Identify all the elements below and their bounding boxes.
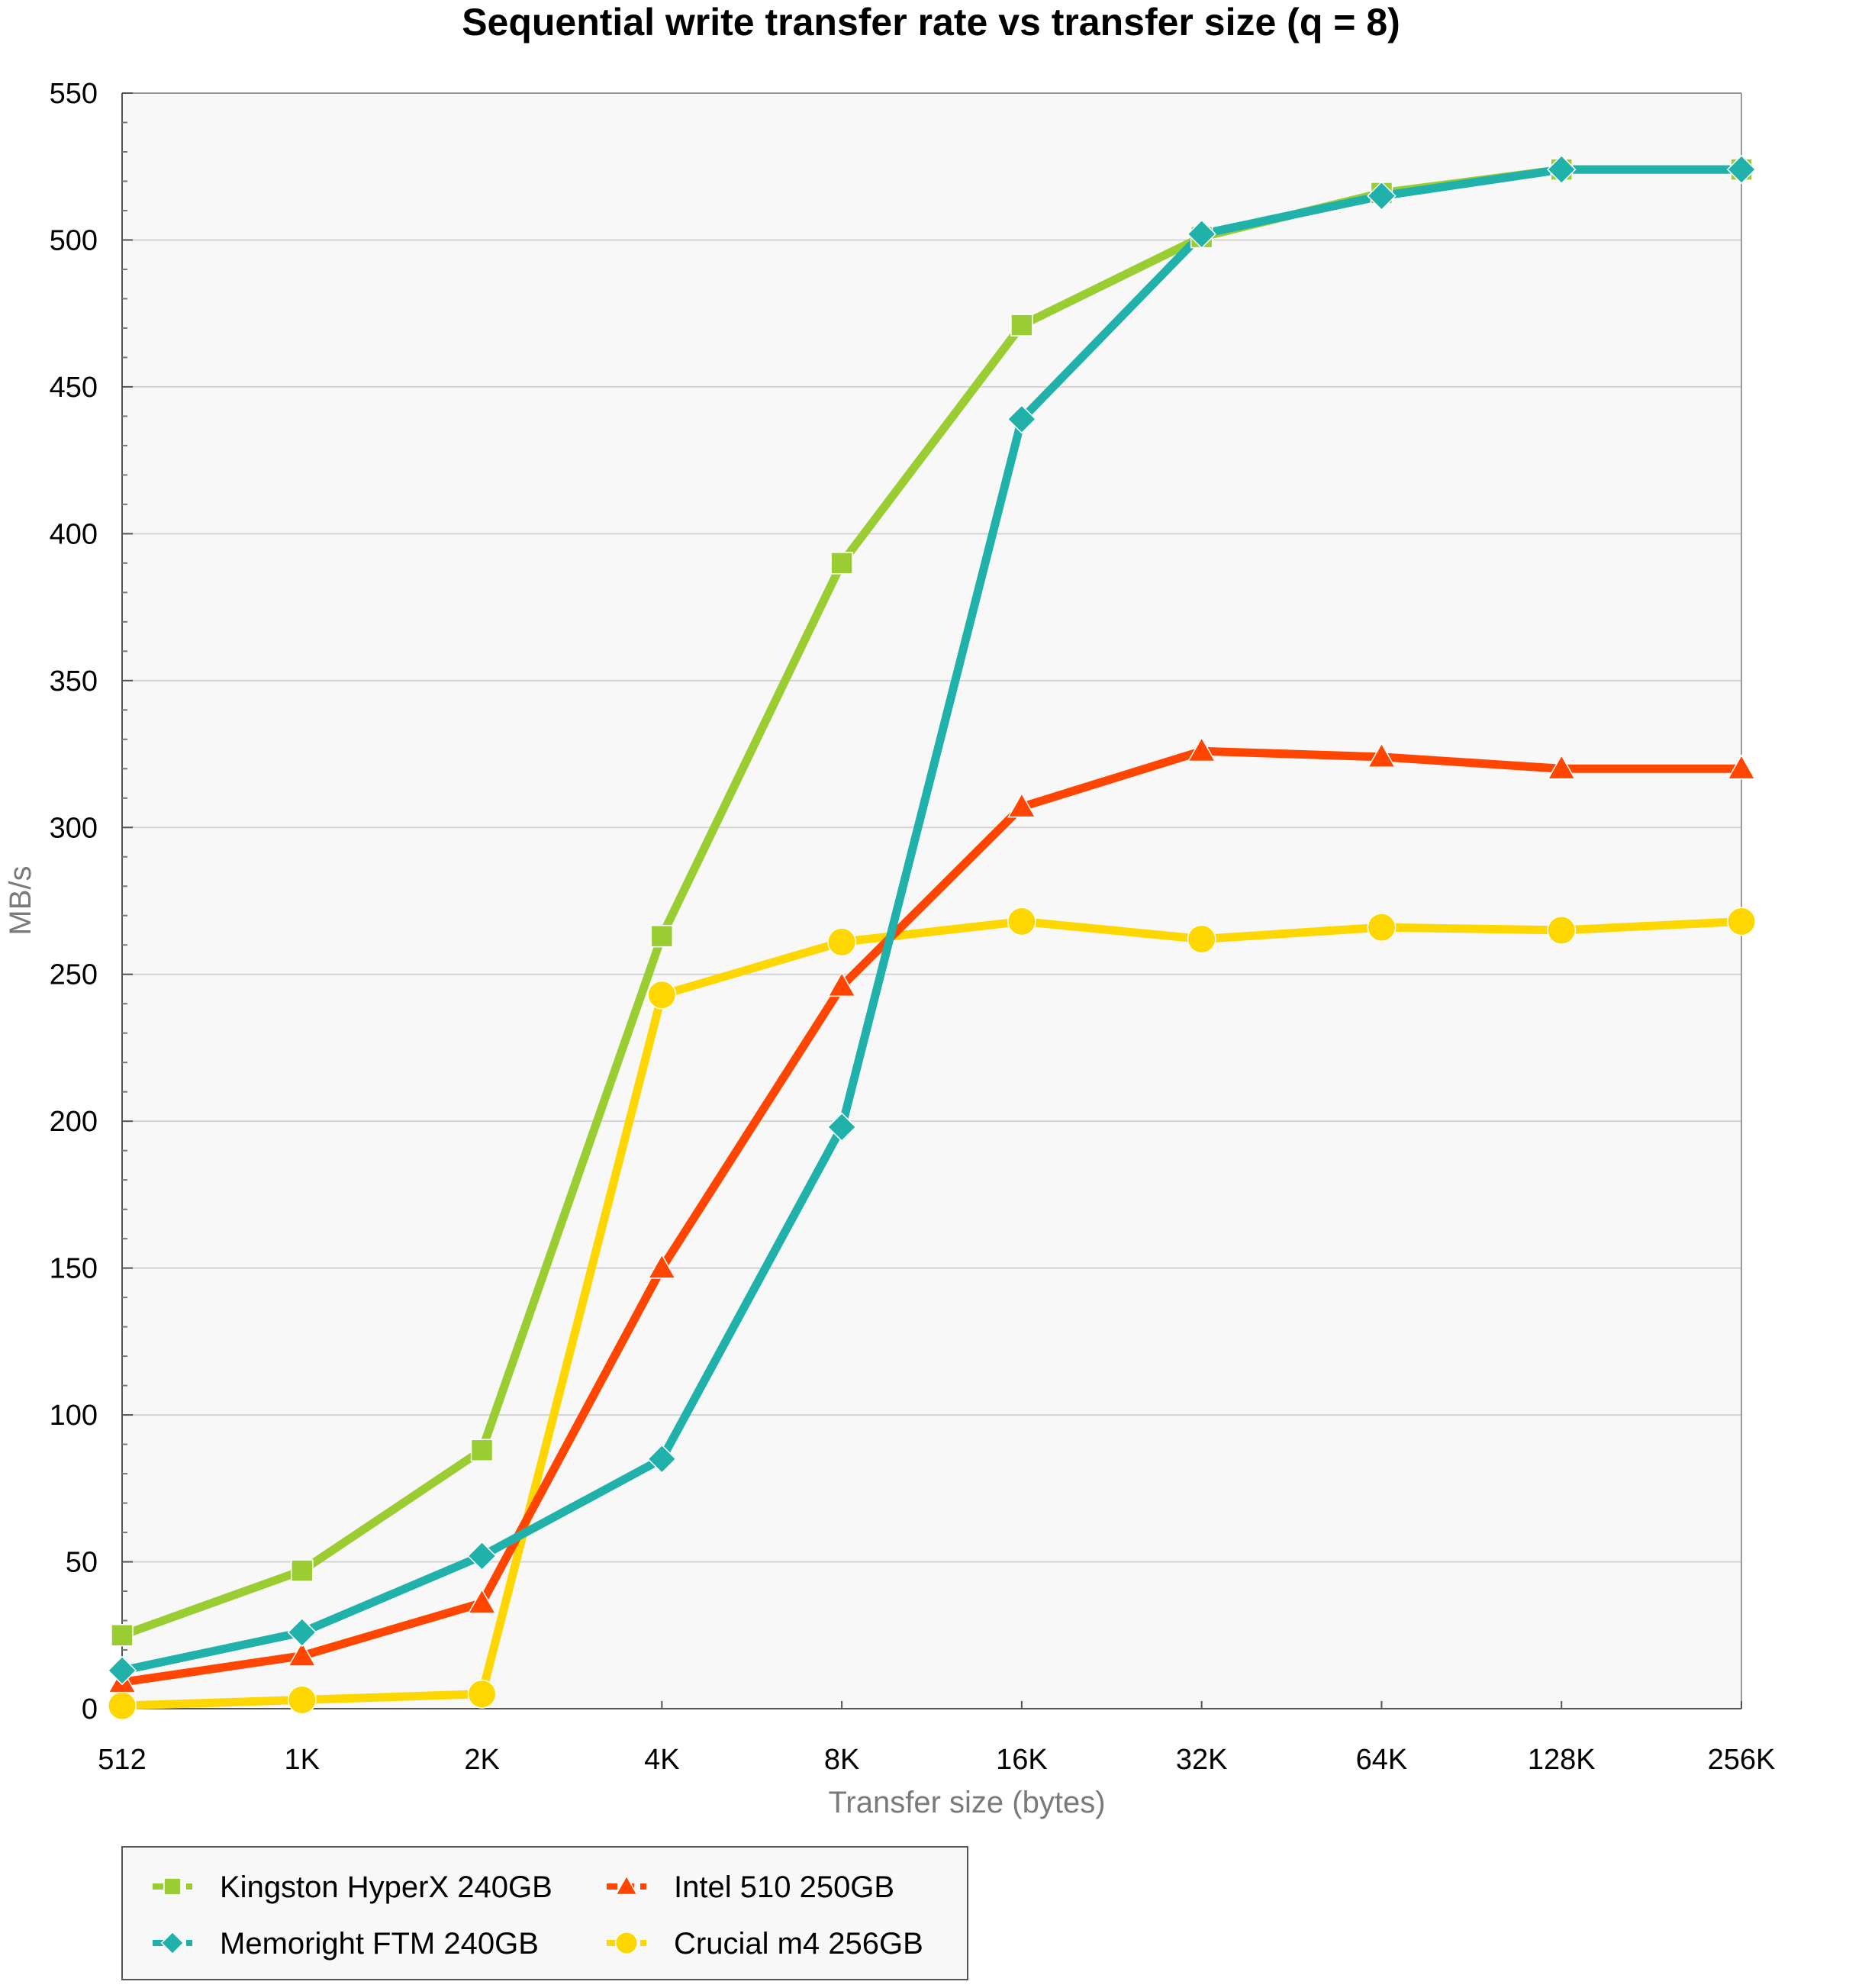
data-point-2-6 bbox=[1187, 736, 1216, 762]
data-point-3-1 bbox=[287, 1685, 317, 1715]
data-point-2-3 bbox=[647, 1253, 677, 1279]
data-point-3-0 bbox=[108, 1691, 137, 1721]
legend-label: Memoright FTM 240GB bbox=[220, 1927, 539, 1961]
x-tick-label: 32K bbox=[1176, 1744, 1228, 1776]
data-point-0-4 bbox=[830, 552, 853, 575]
y-axis-ticks: 0 50 100 150 200 250 300 350 400 450 500 550 bbox=[50, 78, 133, 1725]
x-tick-label: 128K bbox=[1528, 1744, 1596, 1776]
data-point-2-2 bbox=[467, 1588, 497, 1614]
data-point-3-4 bbox=[827, 927, 857, 957]
data-point-3-6 bbox=[1187, 924, 1216, 954]
y-tick-label: 200 bbox=[50, 1106, 98, 1138]
data-point-0-0 bbox=[111, 1624, 134, 1647]
legend-label: Intel 510 250GB bbox=[674, 1870, 894, 1904]
y-tick-label: 350 bbox=[50, 665, 98, 698]
legend-swatch-marker bbox=[163, 1877, 182, 1896]
x-tick-label: 4K bbox=[644, 1744, 679, 1776]
data-point-1-8 bbox=[1546, 154, 1577, 185]
data-point-2-5 bbox=[1007, 792, 1036, 818]
series-lines bbox=[118, 165, 1746, 1710]
y-tick-label: 400 bbox=[50, 518, 98, 550]
data-point-2-8 bbox=[1547, 754, 1577, 780]
x-axis-ticks: 512 1K 2K 4K 8K 16K 32K 64K 128K 256K bbox=[98, 1701, 1775, 1776]
y-tick-label: 450 bbox=[50, 372, 98, 404]
legend-swatch-marker bbox=[614, 1874, 639, 1896]
data-point-2-9 bbox=[1727, 754, 1756, 780]
y-tick-label: 150 bbox=[50, 1253, 98, 1285]
data-point-1-1 bbox=[287, 1617, 317, 1648]
data-point-1-4 bbox=[826, 1112, 857, 1142]
data-point-1-5 bbox=[1007, 404, 1037, 434]
data-point-3-8 bbox=[1547, 916, 1577, 945]
data-point-3-5 bbox=[1007, 907, 1036, 936]
x-tick-label: 16K bbox=[996, 1744, 1048, 1776]
y-axis-label: MB/s bbox=[4, 865, 37, 935]
y-tick-label: 100 bbox=[50, 1400, 98, 1432]
y-tick-label: 0 bbox=[82, 1693, 98, 1725]
series-line-1 bbox=[118, 165, 1746, 1675]
series-line-3 bbox=[118, 917, 1746, 1710]
y-tick-label: 550 bbox=[50, 78, 98, 110]
data-point-3-9 bbox=[1727, 907, 1756, 936]
x-tick-label: 1K bbox=[285, 1744, 320, 1776]
x-tick-label: 8K bbox=[824, 1744, 859, 1776]
x-tick-label: 64K bbox=[1356, 1744, 1408, 1776]
data-point-1-6 bbox=[1187, 219, 1216, 250]
data-point-2-4 bbox=[827, 971, 856, 997]
data-point-1-0 bbox=[107, 1655, 137, 1686]
chart-title: Sequential write transfer rate vs transf… bbox=[462, 1, 1400, 43]
series-markers bbox=[107, 154, 1757, 1721]
data-point-2-1 bbox=[287, 1641, 317, 1667]
y-tick-label: 50 bbox=[66, 1547, 98, 1579]
x-tick-label: 256K bbox=[1708, 1744, 1776, 1776]
y-tick-label: 500 bbox=[50, 224, 98, 256]
data-point-1-2 bbox=[467, 1541, 497, 1571]
data-point-0-5 bbox=[1010, 314, 1033, 337]
x-tick-label: 512 bbox=[98, 1744, 146, 1776]
legend-box bbox=[121, 1846, 968, 1980]
legend-label: Crucial m4 256GB bbox=[674, 1927, 923, 1961]
series-line-2 bbox=[118, 746, 1746, 1687]
legend: Kingston HyperX 240GB Memoright FTM 240GB… bbox=[121, 1846, 968, 1980]
data-point-2-7 bbox=[1367, 742, 1396, 768]
data-point-0-3 bbox=[650, 924, 674, 948]
data-point-1-7 bbox=[1367, 181, 1396, 211]
axes bbox=[121, 92, 1742, 1709]
legend-swatch-marker bbox=[614, 1931, 639, 1955]
legend-swatch-marker bbox=[160, 1931, 185, 1955]
y-tick-label: 250 bbox=[50, 959, 98, 991]
data-point-0-1 bbox=[291, 1559, 314, 1582]
data-point-3-7 bbox=[1367, 913, 1396, 942]
data-point-3-2 bbox=[467, 1679, 497, 1709]
x-axis-label: Transfer size (bytes) bbox=[828, 1786, 1105, 1819]
x-tick-label: 2K bbox=[464, 1744, 499, 1776]
data-point-1-3 bbox=[647, 1444, 677, 1474]
data-point-1-9 bbox=[1726, 154, 1757, 185]
legend-label: Kingston HyperX 240GB bbox=[220, 1870, 552, 1904]
y-tick-label: 300 bbox=[50, 812, 98, 844]
data-point-3-3 bbox=[647, 980, 677, 1010]
data-point-0-2 bbox=[470, 1439, 494, 1462]
